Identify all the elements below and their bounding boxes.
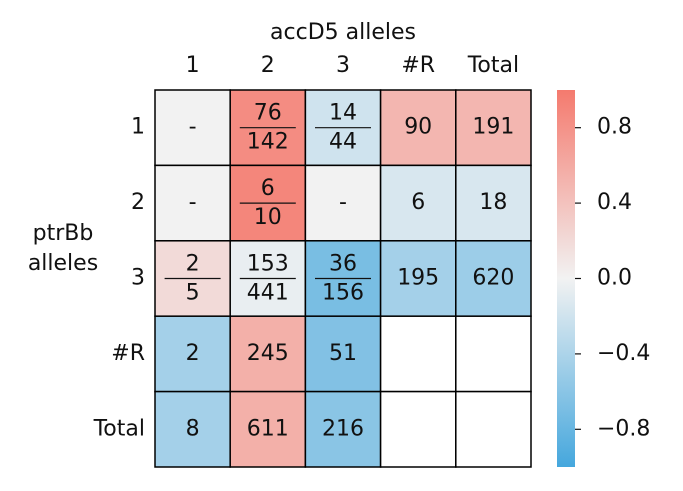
row-label: 1 <box>131 115 145 140</box>
cell-label: 195 <box>397 266 439 291</box>
y-axis-label: alleles <box>28 251 98 276</box>
cell-numerator: 153 <box>247 252 289 277</box>
cell-label: 90 <box>404 115 432 140</box>
cell-label: 620 <box>472 266 514 291</box>
colorbar-tick-label: −0.8 <box>597 416 650 441</box>
row-label: 2 <box>131 190 145 215</box>
y-axis-label: ptrBb <box>33 221 94 246</box>
colorbar <box>557 90 575 467</box>
column-label: 1 <box>186 53 200 78</box>
colorbar-tick-label: 0.4 <box>597 190 632 215</box>
cell-numerator: 36 <box>329 252 357 277</box>
heatmap-cell <box>229 315 307 393</box>
cell-denominator: 5 <box>186 281 200 306</box>
heatmap-cell <box>455 240 532 317</box>
heatmap-cell <box>379 315 457 393</box>
cell-label: 216 <box>322 416 364 441</box>
cell-label: - <box>189 190 197 215</box>
colorbar-tick-label: 0.8 <box>597 115 632 140</box>
column-label: 2 <box>261 53 275 78</box>
heatmap-cell <box>379 164 457 242</box>
heatmap-cell <box>379 89 457 167</box>
heatmap-cell <box>455 89 532 167</box>
heatmap-cell <box>154 89 231 167</box>
colorbar-tick-label: 0.0 <box>597 266 632 291</box>
chart-title: accD5 alleles <box>270 20 416 45</box>
cell-label: - <box>189 115 197 140</box>
cell-denominator: 10 <box>254 205 282 230</box>
column-label: Total <box>467 53 519 78</box>
cell-label: 2 <box>186 341 200 366</box>
heatmap-cell <box>379 240 457 317</box>
row-label: #R <box>111 341 145 366</box>
cell-numerator: 76 <box>254 101 282 126</box>
column-label: #R <box>401 53 435 78</box>
cell-label: 6 <box>411 190 425 215</box>
colorbar-tick-label: −0.4 <box>597 341 650 366</box>
cell-label: 51 <box>329 341 357 366</box>
cell-numerator: 2 <box>186 252 200 277</box>
cell-numerator: 14 <box>329 101 357 126</box>
heatmap-cell <box>154 164 231 242</box>
heatmap-cell <box>379 390 457 468</box>
cell-label: 8 <box>186 416 200 441</box>
cell-label: 611 <box>247 416 289 441</box>
cell-numerator: 6 <box>261 176 275 201</box>
cell-denominator: 142 <box>247 130 289 155</box>
column-label: 3 <box>336 53 350 78</box>
cell-label: - <box>339 190 347 215</box>
row-label: 3 <box>131 266 145 291</box>
heatmap-cell <box>455 390 532 468</box>
cell-denominator: 441 <box>247 281 289 306</box>
cell-label: 18 <box>479 190 507 215</box>
heatmap-cell <box>304 164 382 242</box>
cell-denominator: 44 <box>329 130 357 155</box>
heatmap-cell <box>304 315 382 393</box>
cell-label: 245 <box>247 341 289 366</box>
row-label: Total <box>93 416 145 441</box>
heatmap-cell <box>304 390 382 468</box>
heatmap-cell <box>455 164 532 242</box>
cell-denominator: 156 <box>322 281 364 306</box>
cell-label: 191 <box>472 115 514 140</box>
heatmap-cell <box>455 315 532 393</box>
